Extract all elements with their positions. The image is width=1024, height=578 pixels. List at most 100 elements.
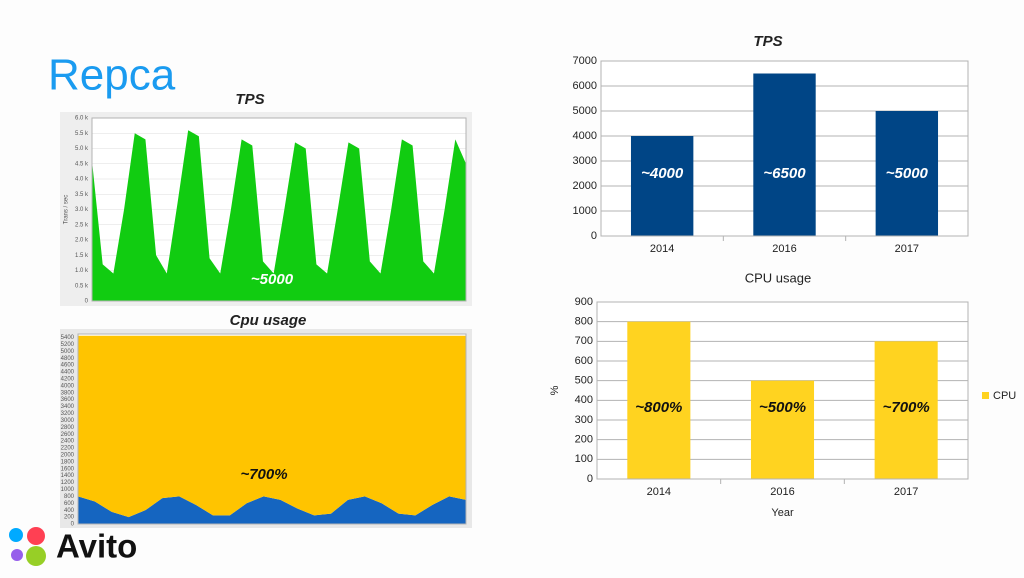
chart-title: Cpu usage <box>230 312 307 329</box>
y-tick-label: 1600 <box>61 466 75 472</box>
value-label: ~6500 <box>763 165 806 182</box>
y-tick-label: 1800 <box>61 459 75 465</box>
y-tick-label: 3.5 k <box>75 192 89 198</box>
y-tick-label: 600 <box>575 355 593 367</box>
y-axis-label: Trans / sec <box>64 195 70 224</box>
legend-swatch <box>982 392 989 399</box>
y-tick-label: 5400 <box>61 335 75 341</box>
y-tick-label: 3.0 k <box>75 207 89 213</box>
y-tick-label: 1400 <box>61 473 75 479</box>
y-tick-label: 0 <box>85 299 89 305</box>
y-tick-label: 400 <box>64 508 75 514</box>
bar <box>750 380 815 479</box>
y-tick-label: 1200 <box>61 480 75 486</box>
chart-title: TPS <box>753 33 782 50</box>
slide-title: Repca <box>48 51 176 100</box>
y-tick-label: 600 <box>64 501 75 507</box>
y-tick-label: 3000 <box>61 418 75 424</box>
y-tick-label: 0 <box>591 230 597 242</box>
y-tick-label: 6.0 k <box>75 116 89 122</box>
y-tick-label: 1000 <box>61 487 75 493</box>
value-label: ~4000 <box>641 165 684 182</box>
y-tick-label: 5000 <box>61 349 75 355</box>
y-tick-label: 4800 <box>61 356 75 362</box>
x-axis-label: Year <box>771 507 794 519</box>
annotation: ~700% <box>240 466 287 483</box>
dot <box>11 549 23 561</box>
dot <box>9 528 23 542</box>
y-tick-label: 2.5 k <box>75 222 89 228</box>
y-tick-label: 2400 <box>61 439 75 445</box>
bar <box>753 73 816 236</box>
x-tick-label: 2017 <box>894 486 918 498</box>
y-axis-label: % <box>549 385 561 395</box>
dot <box>26 546 46 566</box>
y-tick-label: 700 <box>575 335 593 347</box>
plot-frame <box>77 333 467 525</box>
y-tick-label: 3600 <box>61 397 75 403</box>
logo-dots <box>9 527 46 566</box>
y-tick-label: 2200 <box>61 446 75 452</box>
y-tick-label: 800 <box>64 494 75 500</box>
x-tick-label: 2014 <box>647 486 671 498</box>
value-label: ~800% <box>635 399 682 416</box>
x-tick-label: 2016 <box>770 486 794 498</box>
plot-frame <box>600 60 969 237</box>
y-tick-label: 4400 <box>61 370 75 376</box>
y-tick-label: 800 <box>575 316 593 328</box>
legend-label: CPU <box>993 390 1016 402</box>
value-label: ~5000 <box>886 165 929 182</box>
y-tick-label: 500 <box>575 375 593 387</box>
y-tick-label: 4.5 k <box>75 161 89 167</box>
y-tick-label: 4600 <box>61 363 75 369</box>
bar <box>627 321 691 479</box>
y-tick-label: 2000 <box>573 180 597 192</box>
bar <box>630 136 694 236</box>
y-tick-label: 5.5 k <box>75 131 89 137</box>
y-tick-label: 5.0 k <box>75 146 89 152</box>
y-tick-label: 2600 <box>61 432 75 438</box>
x-tick-label: 2014 <box>650 243 674 255</box>
y-tick-label: 4000 <box>61 383 75 389</box>
value-label: ~500% <box>759 399 806 416</box>
y-tick-label: 1.0 k <box>75 268 89 274</box>
bar <box>875 111 939 236</box>
chart-title: CPU usage <box>745 270 811 285</box>
y-tick-label: 3800 <box>61 390 75 396</box>
y-tick-label: 4.0 k <box>75 177 89 183</box>
y-tick-label: 1000 <box>573 205 597 217</box>
y-tick-label: 300 <box>575 414 593 426</box>
area <box>78 496 466 524</box>
area <box>92 130 466 301</box>
y-tick-label: 0.5 k <box>75 283 89 289</box>
y-tick-label: 7000 <box>573 55 597 67</box>
y-tick-label: 0 <box>587 473 593 485</box>
y-tick-label: 2.0 k <box>75 238 89 244</box>
y-tick-label: 1.5 k <box>75 253 89 259</box>
y-tick-label: 200 <box>64 515 75 521</box>
x-tick-label: 2017 <box>895 243 919 255</box>
y-tick-label: 0 <box>71 522 75 528</box>
y-tick-label: 200 <box>575 434 593 446</box>
y-tick-label: 4000 <box>573 130 597 142</box>
annotation: ~5000 <box>251 271 294 288</box>
y-tick-label: 3400 <box>61 404 75 410</box>
y-tick-label: 3000 <box>573 155 597 167</box>
y-tick-label: 400 <box>575 394 593 406</box>
y-tick-label: 100 <box>575 453 593 465</box>
y-tick-label: 3200 <box>61 411 75 417</box>
logo: Avito <box>56 528 137 565</box>
value-label: ~700% <box>883 399 930 416</box>
chart-title: TPS <box>235 91 264 108</box>
y-tick-label: 4200 <box>61 376 75 382</box>
area <box>78 335 466 518</box>
plot-frame <box>596 301 969 480</box>
y-tick-label: 2800 <box>61 425 75 431</box>
y-tick-label: 900 <box>575 296 593 308</box>
y-tick-label: 2000 <box>61 452 75 458</box>
bar <box>874 341 938 479</box>
x-tick-label: 2016 <box>772 243 796 255</box>
y-tick-label: 5000 <box>573 105 597 117</box>
plot-frame <box>91 117 467 302</box>
